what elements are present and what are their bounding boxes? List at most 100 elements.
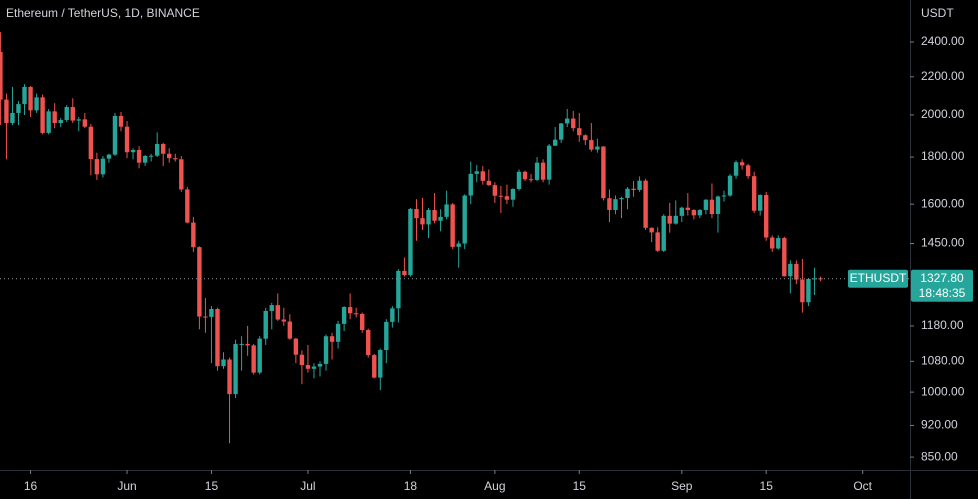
candle-body: [341, 307, 347, 324]
candle-body: [589, 140, 594, 150]
candle-body: [233, 343, 238, 395]
candle-body: [245, 343, 250, 346]
candle-body: [462, 195, 467, 244]
candle-body: [10, 112, 15, 124]
candle-body: [751, 176, 757, 211]
candle-body: [414, 208, 419, 219]
candle-body: [474, 171, 479, 174]
candle-body: [378, 350, 383, 378]
candle-body: [100, 158, 106, 175]
candle-body: [655, 232, 660, 251]
candle-body: [227, 359, 232, 395]
candle-body: [667, 215, 672, 224]
candle-body: [504, 196, 510, 200]
candle-body: [281, 319, 287, 322]
candle-body: [721, 195, 727, 197]
candle-body: [703, 199, 709, 210]
candle-body: [625, 188, 630, 198]
candle-body: [679, 207, 684, 216]
candle-body: [40, 97, 45, 133]
candle-body: [516, 171, 522, 189]
candle-body: [812, 278, 817, 280]
candle-body: [124, 126, 130, 153]
candle-body: [583, 135, 588, 141]
candle-body: [94, 159, 100, 175]
candle-body: [191, 222, 196, 248]
candle-body: [782, 238, 787, 277]
price-label: 1327.80: [920, 271, 964, 285]
candle-body: [788, 263, 793, 277]
x-tick-label: 18: [404, 479, 418, 493]
currency-label: USDT: [921, 6, 954, 20]
y-tick-label: 1180.00: [921, 318, 964, 332]
candle-body: [438, 216, 443, 221]
candle-body: [275, 305, 280, 320]
candles: [0, 32, 823, 444]
candle-body: [118, 115, 124, 127]
candle-body: [299, 354, 305, 366]
candle-body: [142, 155, 148, 163]
candle-body: [806, 278, 811, 303]
candle-body: [607, 198, 612, 210]
candle-body: [420, 218, 425, 225]
x-tick-label: 15: [573, 479, 587, 493]
candle-body: [329, 336, 335, 342]
candle-body: [70, 107, 75, 121]
price-tag: [911, 269, 973, 302]
symbol-tag: [848, 269, 908, 288]
candle-body: [492, 185, 498, 196]
candle-body: [486, 180, 492, 186]
candle-body: [269, 305, 274, 311]
candle-body: [384, 321, 389, 351]
candle-body: [372, 355, 377, 378]
candle-body: [558, 123, 564, 140]
candle-body: [565, 118, 570, 124]
x-tick-label: Jul: [300, 479, 315, 493]
candle-body: [335, 323, 341, 342]
candle-body: [480, 171, 485, 181]
candle-body: [637, 180, 642, 190]
candle-body: [468, 173, 473, 196]
countdown-label: 18:48:35: [919, 286, 966, 300]
candle-body: [691, 209, 697, 216]
candle-body: [444, 204, 449, 217]
candle-body: [613, 199, 618, 210]
candle-body: [733, 162, 739, 176]
candle-body: [257, 338, 262, 373]
candle-body: [390, 308, 395, 322]
chart-title: Ethereum / TetherUS, 1D, BINANCE: [6, 6, 200, 20]
candle-body: [800, 279, 805, 303]
x-tick-label: Oct: [853, 479, 872, 493]
candle-body: [185, 189, 190, 223]
candle-body: [673, 215, 678, 224]
candle-body: [130, 150, 136, 153]
x-tick-label: 16: [24, 479, 38, 493]
candle-body: [631, 188, 636, 190]
candle-body: [317, 363, 323, 367]
candle-body: [546, 145, 552, 180]
candle-body: [776, 238, 781, 249]
candle-body: [571, 118, 576, 129]
candle-body: [757, 195, 763, 211]
candle-body: [510, 188, 516, 200]
candle-body: [347, 307, 353, 314]
candle-body: [221, 359, 226, 367]
candle-body: [577, 128, 582, 136]
candle-body: [4, 99, 9, 124]
candle-body: [715, 196, 721, 215]
candle-body: [764, 195, 769, 238]
x-tick-label: Sep: [671, 479, 693, 493]
candle-body: [522, 171, 528, 180]
candle-body: [456, 243, 461, 247]
x-tick-label: 15: [760, 479, 774, 493]
candle-body: [179, 159, 184, 190]
candle-body: [366, 330, 371, 356]
candle-body: [161, 143, 166, 154]
candle-body: [408, 208, 413, 276]
candle-body: [52, 111, 57, 124]
y-tick-label: 850.00: [921, 449, 958, 463]
y-tick-label: 2200.00: [921, 69, 965, 83]
candle-body: [402, 270, 407, 276]
